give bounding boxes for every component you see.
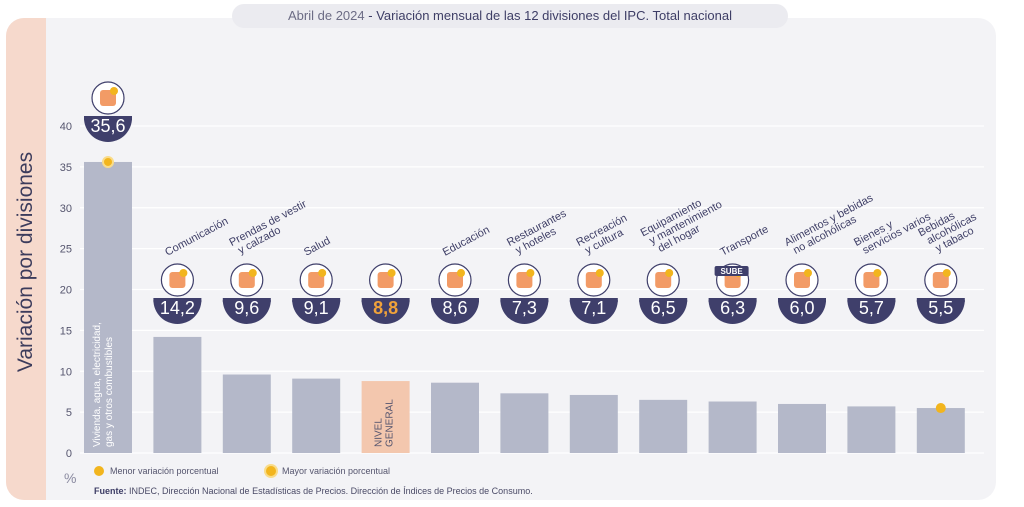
icon-text: SUBE: [720, 267, 743, 276]
bar-group: 5,5 Bebidasalcohólicasy tabaco: [916, 201, 984, 453]
category-label: NIVELGENERAL: [374, 399, 396, 447]
value-badge: [361, 300, 410, 324]
bar: [847, 406, 896, 453]
value-label: 6,5: [651, 298, 676, 318]
legend-max: Mayor variación porcentual: [266, 466, 390, 476]
ylabel-band: [6, 18, 46, 500]
shopping-basket-icon: [369, 263, 403, 297]
category-label: Educación: [441, 224, 492, 259]
value-label: 35,6: [90, 116, 125, 136]
y-tick-label: 25: [60, 244, 72, 256]
bar: [708, 401, 757, 453]
cutlery-icon: [507, 263, 542, 297]
smartphone-icon: [160, 263, 194, 297]
value-badge: [222, 300, 271, 324]
legend-max-marker: [266, 466, 276, 476]
source-note: Fuente: INDEC, Dirección Nacional de Est…: [94, 486, 533, 496]
sube-card-icon: SUBE: [714, 263, 750, 297]
bar: [916, 408, 965, 453]
value-badge: [292, 300, 341, 324]
wine-bottle-icon: [924, 263, 958, 297]
value-badge: [431, 300, 479, 324]
category-label: Recreacióny cultura: [574, 212, 634, 258]
bar: [292, 378, 341, 453]
bar: [778, 403, 826, 453]
title-separator: -: [364, 8, 377, 23]
category-label: Vivienda, agua, electricidad,gas y otros…: [92, 322, 115, 447]
value-label: 6,3: [720, 298, 745, 318]
value-label: 7,1: [581, 298, 606, 318]
y-tick-label: 15: [60, 325, 72, 337]
value-label: 6,0: [789, 298, 814, 318]
value-label: 9,1: [304, 298, 329, 318]
y-tick-label: 10: [60, 366, 72, 378]
bar: [639, 399, 688, 453]
notebook-icon: [438, 263, 472, 297]
bar-group: 8,6 Educación: [431, 224, 492, 453]
y-tick-label: 30: [60, 203, 72, 215]
value-label: 8,6: [442, 298, 467, 318]
bar-group: 35,6 Vivienda, agua, electricidad,gas y o…: [84, 81, 132, 453]
bar-group: 9,1 Salud: [292, 235, 341, 453]
bar: [500, 393, 549, 453]
max-marker: [102, 155, 114, 168]
legend-max-text: Mayor variación porcentual: [282, 466, 391, 476]
title-date: Abril de 2024: [288, 8, 365, 23]
house-bulb-icon: [91, 81, 125, 115]
y-tick-label: 20: [60, 285, 72, 297]
legend-min-marker: [94, 466, 104, 476]
bar: [84, 161, 132, 453]
source-text: INDEC, Dirección Nacional de Estadística…: [129, 486, 533, 496]
chart-title: Abril de 2024 - Variación mensual de las…: [232, 4, 788, 28]
source-label: Fuente:: [94, 486, 127, 496]
legend-min: Menor variación porcentual: [94, 466, 219, 476]
value-badge: [916, 300, 965, 324]
value-badge: [639, 300, 688, 324]
category-label: Transporte: [718, 223, 770, 258]
y-tick-label: 40: [60, 121, 72, 133]
y-tick-label: 0: [66, 448, 72, 460]
bar-general: [361, 381, 410, 453]
value-badge: [84, 118, 132, 142]
category-label: Prendas de vestiry calzado: [227, 198, 314, 259]
category-label: Salud: [302, 235, 332, 259]
title-text: Variación mensual de las 12 divisiones d…: [376, 8, 732, 23]
value-label: 8,8: [373, 298, 398, 318]
min-marker: [935, 403, 946, 414]
value-label: 14,2: [160, 298, 195, 318]
value-badge: [708, 300, 757, 324]
bar: [153, 336, 202, 453]
category-label: Restaurantesy hoteles: [505, 207, 574, 258]
value-badge: [153, 300, 202, 324]
value-badge: [500, 300, 549, 325]
health-cross-icon: [299, 263, 333, 297]
value-badge: [778, 300, 826, 324]
y-tick-label: 35: [60, 162, 72, 174]
legend-min-text: Menor variación porcentual: [110, 466, 219, 476]
category-label: Bebidasalcohólicasy tabaco: [916, 201, 984, 259]
bar: [569, 394, 618, 453]
unit-label: %: [64, 470, 77, 486]
value-badge: [847, 300, 896, 324]
category-label: Comunicación: [163, 215, 230, 258]
value-label: 9,6: [234, 298, 259, 318]
bar: [222, 374, 271, 453]
bar-group: 14,2 Comunicación: [153, 215, 230, 453]
bar: [431, 382, 479, 453]
clothing-icon: [230, 263, 264, 297]
y-tick-label: 5: [66, 407, 72, 419]
value-label: 5,5: [928, 298, 953, 318]
umbrella-sun-icon: [577, 263, 611, 297]
value-label: 5,7: [859, 298, 884, 318]
bar-group: 8,8 NIVELGENERAL: [361, 263, 410, 453]
bar-group: SUBE 6,3 Transporte: [708, 223, 771, 453]
chicken-icon: [785, 263, 819, 297]
value-badge: [569, 300, 618, 324]
comb-scissors-icon: [854, 263, 889, 297]
washing-machine-icon: [646, 263, 680, 297]
value-label: 7,3: [512, 298, 537, 318]
